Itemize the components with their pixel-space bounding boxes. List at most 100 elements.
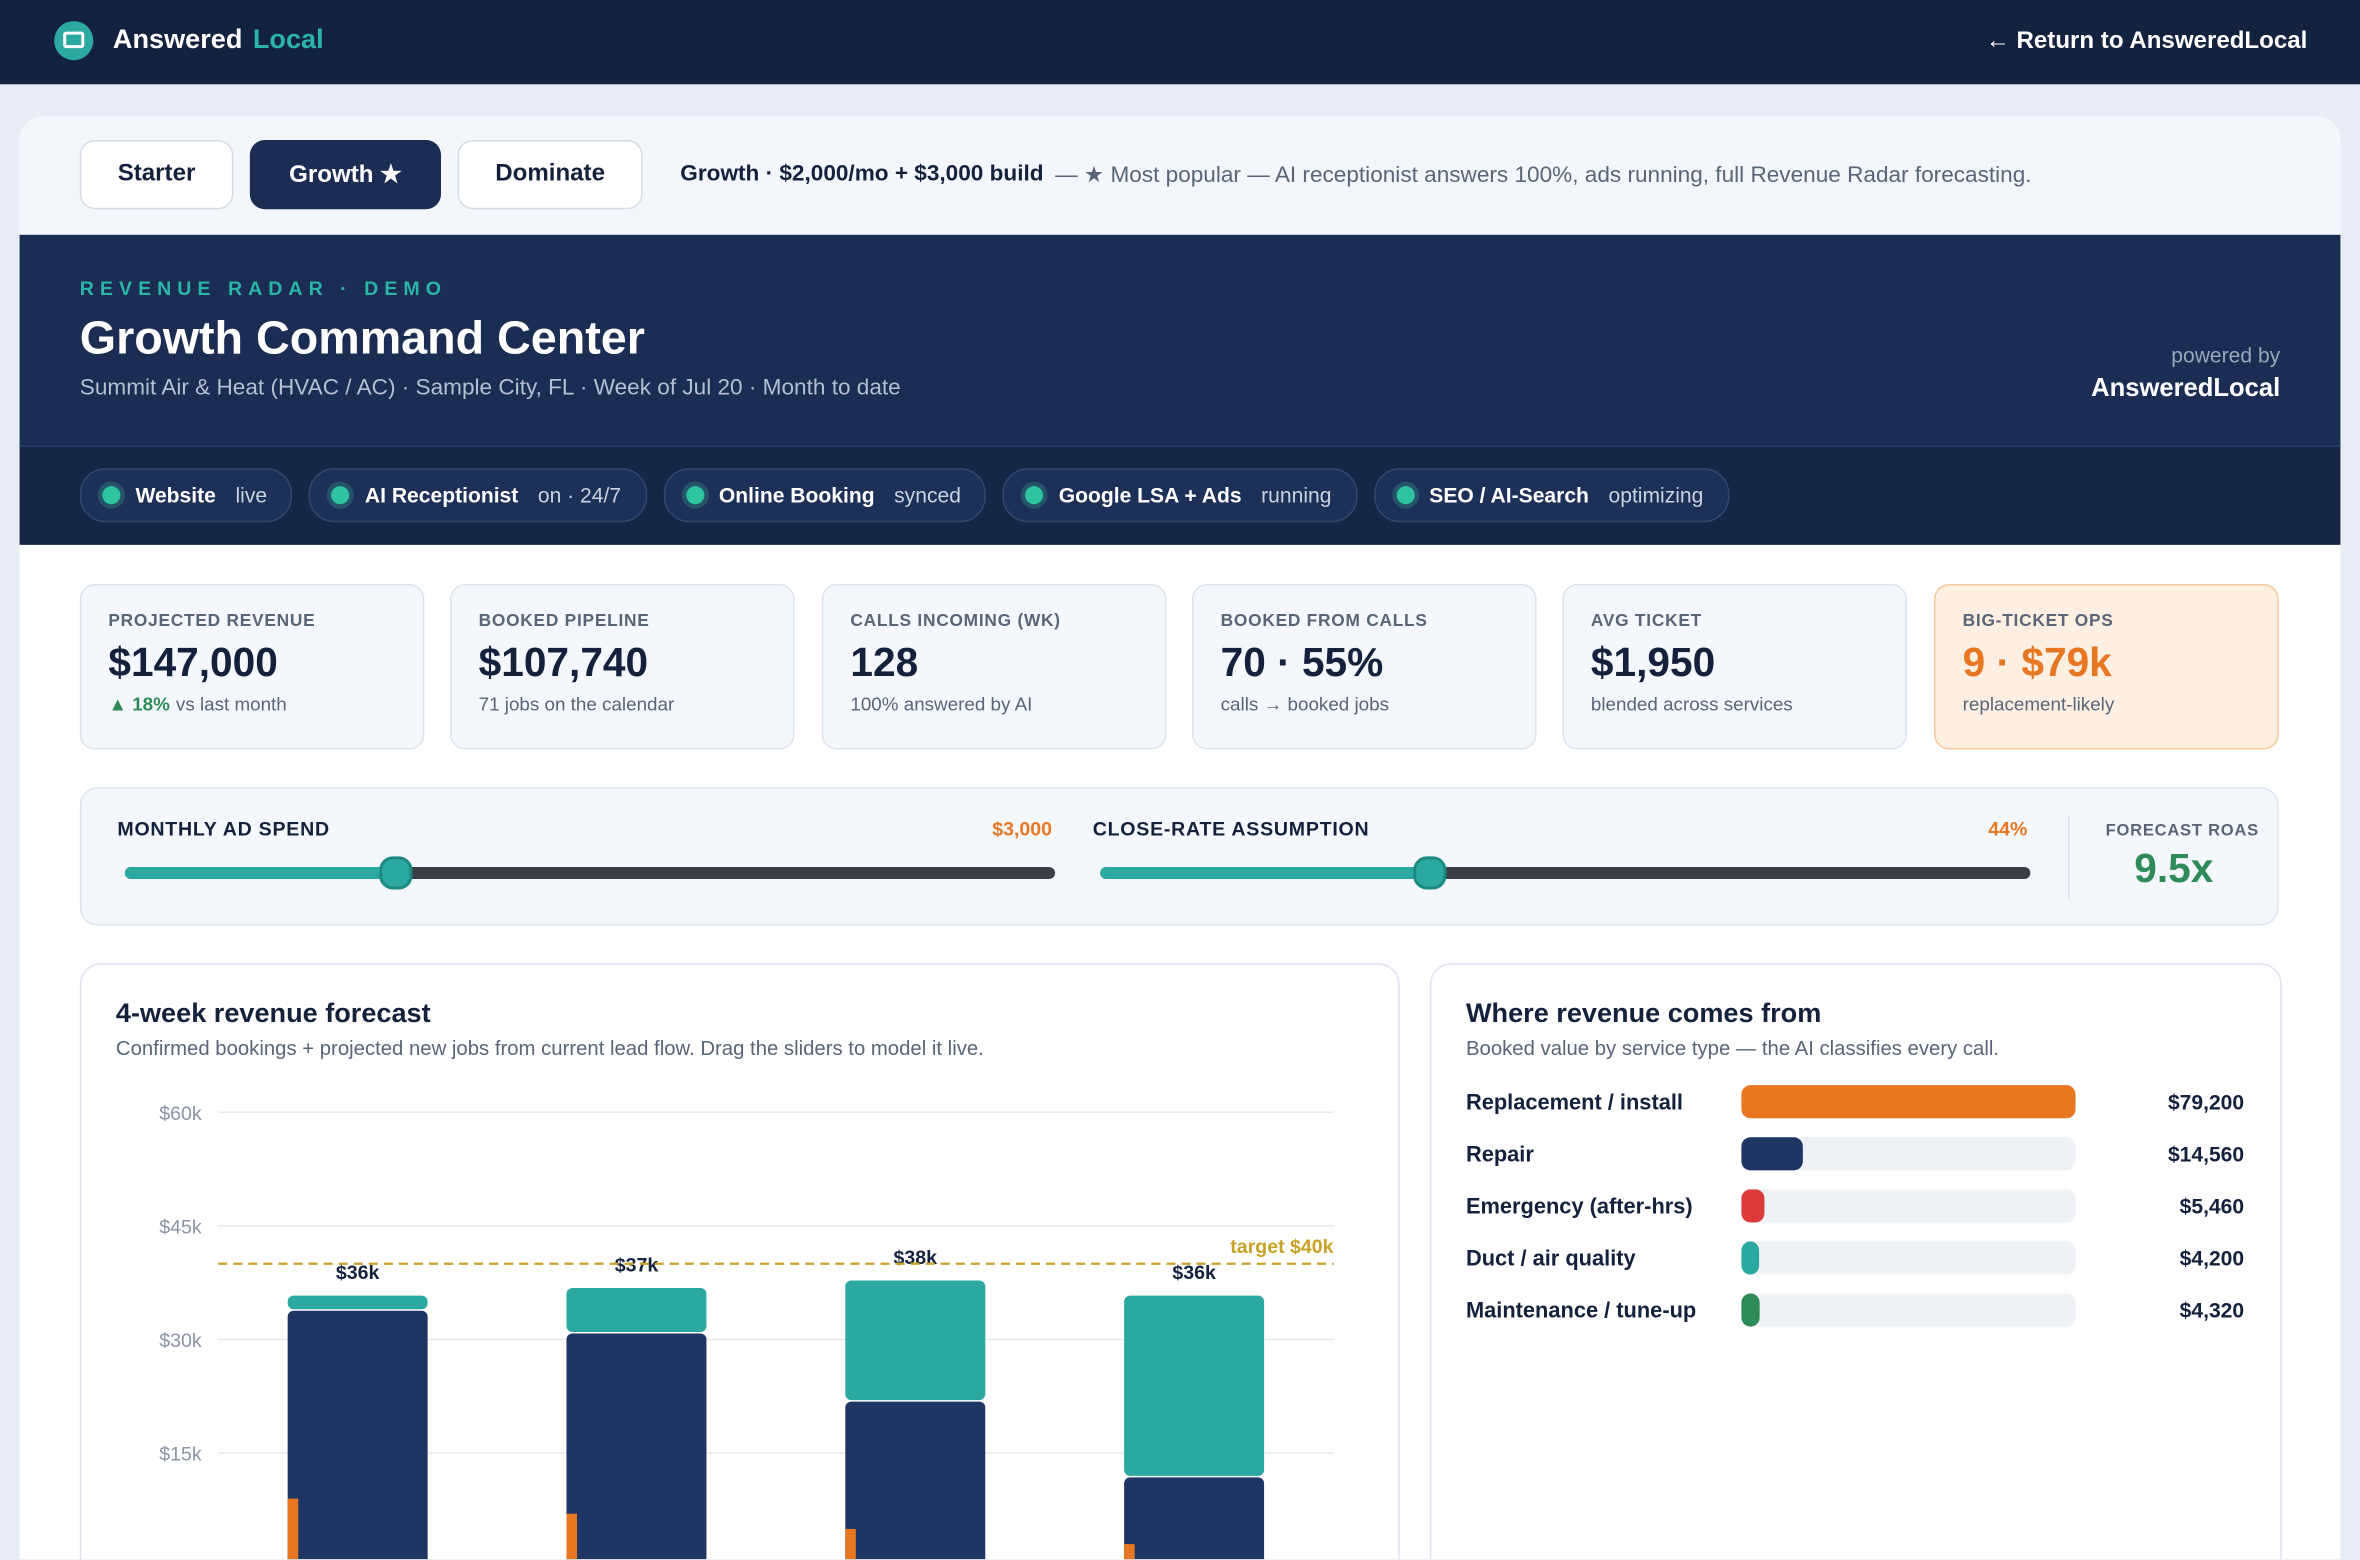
bar [1741,1241,1760,1275]
category-label: Repair [1466,1141,1534,1166]
slider-panel [79,787,2279,926]
status-dot [1396,486,1415,505]
kpi-label: BOOKED PIPELINE [478,612,650,631]
status-pill: SEO / AI-Search optimizing [1373,468,1729,523]
bar-label: $37k [615,1254,659,1276]
card-subtitle: Confirmed bookings + projected new jobs … [115,1037,984,1060]
kpi-label: AVG TICKET [1590,612,1702,631]
status-name: Online Booking [718,483,875,508]
powered-by: powered by [2171,343,2281,368]
hero-title: Growth Command Center [79,311,645,365]
kpi-note-row: ▲ 18% vs last month [108,694,395,715]
bar-track [1741,1137,2076,1171]
status-name: Website [135,483,216,508]
kpi-note: replacement-likely [1962,693,2115,715]
kpi-card: AVG TICKET $1,950 blended across services [1562,583,1907,750]
bar-track [1741,1189,2076,1223]
status-dot [1025,486,1044,505]
slider-thumb[interactable] [379,856,413,890]
bar-track [1741,1241,2076,1275]
status-state: live [235,483,268,508]
value-label: $5,460 [2180,1195,2244,1218]
kpi-label: CALLS INCOMING (WK) [850,612,1061,631]
logo [54,21,94,61]
kpi-note-row: replacement-likely [1963,694,2250,715]
kpi-note: calls → booked jobs [1220,693,1390,715]
hero [19,234,2341,446]
bar [1741,1189,1765,1223]
y-tick-label: $60k [159,1103,202,1125]
kpi-card: BIG-TICKET OPS 9 · $79k replacement-likely [1934,583,2279,750]
slider-fill [124,866,396,879]
plan-tab-active[interactable]: Growth ★ [249,139,441,210]
bar-segment [845,1401,986,1560]
slider-fill [1100,866,1430,879]
bar-segment [287,1310,428,1560]
value-label: $79,200 [2168,1091,2244,1114]
status-state: on · 24/7 [537,483,622,508]
category-label: Emergency (after-hrs) [1466,1193,1693,1218]
kpi-value: $107,740 [478,639,649,685]
value-label: $4,200 [2180,1247,2244,1270]
kpi-value: 128 [850,639,919,685]
kpi-note: 71 jobs on the calendar [478,693,675,715]
kpi-value: 70 · 55% [1220,639,1384,685]
edge-bar [566,1513,578,1560]
bar-segment [566,1288,707,1332]
kpi-value: $147,000 [108,639,278,685]
bar-label: $36k [1172,1262,1216,1284]
slider-thumb[interactable] [1413,856,1447,890]
kpi-delta: ▲ 18% [108,693,170,715]
bar-label: $38k [894,1247,938,1269]
card-title: 4-week revenue forecast [115,997,431,1028]
plan-summary: — ★ Most popular — AI receptionist answe… [1055,162,2032,189]
edge-bar [845,1528,856,1560]
bar [1741,1085,2076,1119]
status-state: optimizing [1608,483,1704,508]
category-label: Maintenance / tune-up [1466,1298,1696,1323]
slider-label: MONTHLY AD SPEND [117,817,330,840]
plan-tab[interactable]: Dominate [457,139,643,210]
kpi-label: BIG-TICKET OPS [1962,612,2114,631]
kpi-card: PROJECTED REVENUE $147,000 ▲ 18% vs last mo… [79,583,425,750]
kpi-note: 100% answered by AI [850,693,1033,715]
slider-value: $3,000 [992,817,1053,840]
plan-summary-bold: Growth · $2,000/mo + $3,000 build [680,161,1044,187]
y-tick-label: $15k [159,1444,202,1466]
status-pill: Google LSA + Ads running [1003,468,1358,523]
bar-label: $36k [336,1262,380,1284]
y-tick-label: $30k [159,1330,202,1352]
plan-tab[interactable]: Starter [79,139,234,210]
status-pill: Online Booking synced [663,468,987,523]
status-dot [331,486,350,505]
target-label: target $40k [1230,1236,1333,1258]
bar-segment [566,1333,707,1560]
kpi-card: CALLS INCOMING (WK) 128 100% answered by A… [821,583,1167,750]
slider-value: 44% [1988,817,2028,840]
kpi-card: BOOKED FROM CALLS 70 · 55% calls → booked … [1192,583,1537,750]
bar-segment [845,1280,986,1401]
category-label: Replacement / install [1466,1089,1683,1114]
brand-accent: Local [252,24,324,55]
status-pill: Website live [79,468,293,523]
bar [1741,1293,1760,1327]
status-name: SEO / AI-Search [1429,483,1589,508]
value-label: $4,320 [2180,1300,2244,1323]
hero-subtitle: Summit Air & Heat (HVAC / AC) · Sample C… [79,374,901,401]
status-list: Website live AI Receptionist on · 24/7 Onlin… [79,468,1746,523]
edge-bar [287,1498,299,1560]
card-subtitle: Booked value by service type — the AI cl… [1465,1037,2000,1060]
status-state: synced [894,483,961,508]
kpi-label: PROJECTED REVENUE [108,612,316,631]
status-state: running [1261,483,1332,508]
y-tick-label: $45k [159,1216,202,1238]
status-name: AI Receptionist [364,483,519,508]
eyebrow: REVENUE RADAR · DEMO [79,276,447,300]
return-link[interactable]: ← Return to AnsweredLocal [1985,28,2308,55]
kpi-note-row: calls → booked jobs [1221,694,1508,715]
value-label: $14,560 [2168,1143,2244,1166]
kpi-value: $1,950 [1590,639,1716,685]
